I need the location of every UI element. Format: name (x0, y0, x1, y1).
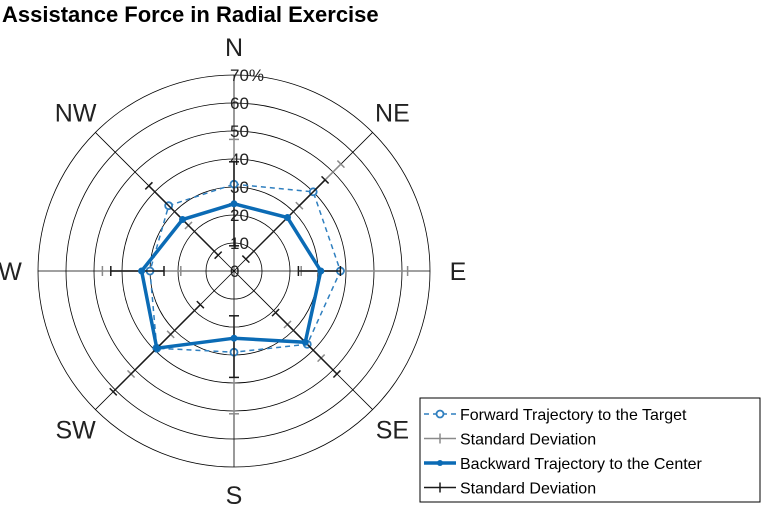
radial-tick-label: 20 (230, 206, 249, 225)
data-point (317, 267, 325, 275)
data-series (101, 138, 409, 415)
data-point (230, 334, 238, 342)
series-backward (109, 161, 342, 396)
legend-box (419, 397, 761, 503)
legend-item: Standard Deviation (424, 432, 596, 449)
std-dev-cap (144, 181, 153, 190)
series-forward (101, 138, 409, 415)
direction-label-ne: NE (375, 100, 410, 128)
legend-label: Standard Deviation (460, 432, 596, 449)
std-dev-cap (214, 251, 223, 260)
data-point (153, 344, 161, 352)
data-point (138, 267, 146, 275)
legend-label: Backward Trajectory to the Center (460, 456, 703, 473)
std-dev-cap (196, 300, 205, 309)
legend-marker (435, 409, 445, 419)
std-dev-cap (109, 387, 118, 396)
std-dev-cap (336, 160, 345, 169)
direction-label-sw: SW (55, 416, 96, 444)
radial-tick-label: 0 (230, 262, 239, 281)
direction-label-w: W (0, 258, 22, 286)
legend-item: Forward Trajectory to the Target (424, 407, 687, 424)
radial-tick-label: 10 (230, 234, 249, 253)
data-point (283, 214, 291, 222)
radial-tick-label: 70% (230, 66, 264, 85)
data-point (230, 200, 238, 208)
legend: Forward Trajectory to the Target Standard… (419, 397, 761, 503)
legend-marker (437, 460, 443, 466)
radial-tick-label: 50 (230, 122, 249, 141)
chart-title: Assistance Force in Radial Exercise (2, 2, 379, 27)
direction-label-e: E (450, 258, 467, 286)
data-point (179, 216, 187, 224)
std-dev-cap (332, 369, 342, 379)
radial-tick-label: 60 (230, 94, 249, 113)
std-dev-cap (241, 255, 250, 264)
radial-tick-label: 40 (230, 150, 249, 169)
direction-label-se: SE (376, 416, 409, 444)
std-dev-cap (321, 175, 330, 184)
legend-label: Forward Trajectory to the Target (460, 407, 687, 424)
direction-label-s: S (226, 482, 243, 507)
direction-label-nw: NW (55, 100, 97, 128)
direction-labels: N NE E SE S SW W NW (0, 34, 466, 507)
std-dev-cap (271, 308, 280, 317)
legend-label: Standard Deviation (460, 481, 596, 498)
legend-item: Standard Deviation (424, 481, 596, 498)
data-point (301, 338, 309, 346)
legend-item: Backward Trajectory to the Center (424, 456, 703, 473)
direction-label-n: N (225, 34, 243, 62)
